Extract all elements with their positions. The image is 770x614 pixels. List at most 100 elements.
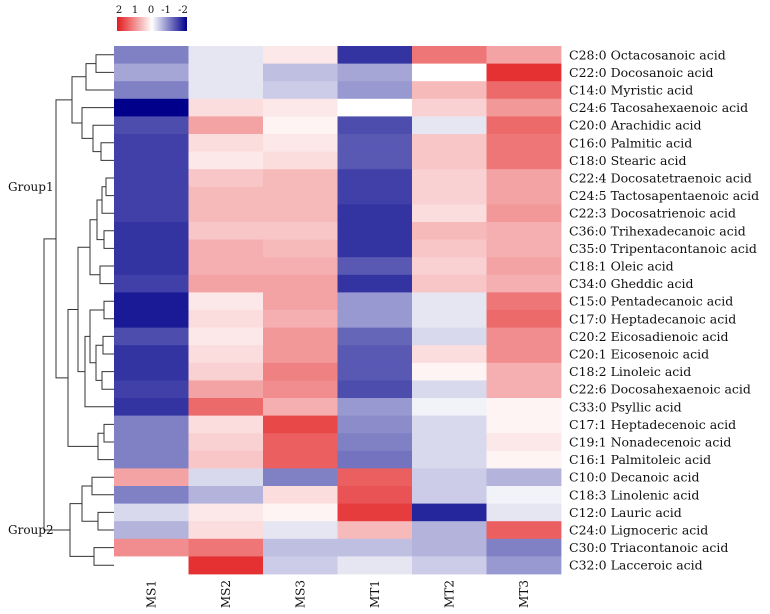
dendrogram-branch [93, 547, 114, 566]
heatmap-cell [412, 486, 487, 504]
row-label: C24:0 Lignoceric acid [569, 523, 708, 538]
heatmap-cell [263, 538, 338, 557]
heatmap-cell [188, 116, 264, 135]
heatmap-cell [412, 46, 487, 64]
heatmap-cell [263, 415, 338, 434]
heatmap-cell [337, 327, 413, 346]
column-label: MS3 [293, 580, 307, 608]
column-label: MS2 [219, 580, 233, 608]
heatmap-cell [263, 204, 338, 223]
heatmap-cell [412, 310, 487, 328]
heatmap-cell [412, 380, 487, 399]
heatmap-cell [337, 134, 413, 152]
column-label: MT2 [442, 580, 456, 608]
row-label: C18:0 Stearic acid [569, 153, 686, 168]
heatmap-cell [486, 468, 562, 487]
heatmap-cell [114, 327, 189, 346]
heatmap-cell [412, 468, 487, 487]
heatmap-cell [486, 503, 562, 522]
heatmap-cell [337, 204, 413, 223]
heatmap-cell [337, 362, 413, 381]
heatmap-cell [337, 310, 413, 328]
heatmap-cell [337, 239, 413, 258]
dendrogram-branch [81, 107, 114, 139]
row-label: C19:1 Nonadecenoic acid [569, 435, 731, 450]
heatmap-cell [114, 46, 189, 64]
row-label: C17:1 Heptadecenoic acid [569, 417, 736, 432]
heatmap-cell [188, 257, 264, 276]
heatmap-cell [114, 503, 189, 522]
heatmap-cell [486, 327, 562, 346]
dendrogram-branch [81, 485, 98, 522]
heatmap-cell [263, 63, 338, 82]
heatmap-cell [188, 46, 264, 64]
heatmap-cell [337, 345, 413, 364]
heatmap-cell [486, 81, 562, 100]
heatmap-cell [188, 292, 264, 311]
column-labels: MS1 MS2 MS3 MT1 MT2 MT3 [144, 580, 531, 608]
heatmap-cell [486, 362, 562, 381]
heatmap-cell [188, 468, 264, 487]
row-label: C12:0 Lauric acid [569, 505, 682, 520]
heatmap-cell [412, 503, 487, 522]
heatmap-cell [486, 116, 562, 135]
row-label: C34:0 Gheddic acid [569, 276, 693, 291]
heatmap-cell [486, 556, 562, 575]
row-label: C16:1 Palmitoleic acid [569, 452, 711, 467]
heatmap-cell [114, 169, 189, 188]
heatmap-cell [188, 521, 264, 540]
heatmap-cell [188, 450, 264, 469]
heatmap-cell [188, 239, 264, 258]
heatmap-cell [188, 98, 264, 117]
legend-tick: 1 [132, 5, 138, 16]
heatmap-cell [486, 450, 562, 469]
row-label: C24:5 Tactosapentaenoic acid [569, 188, 759, 203]
heatmap-cell [337, 503, 413, 522]
heatmap-cell [337, 292, 413, 311]
heatmap-cell [337, 556, 413, 575]
heatmap-cell [188, 81, 264, 100]
heatmap-cell [188, 538, 264, 557]
row-labels: C28:0 Octacosanoic acid C22:0 Docosanoic … [569, 47, 759, 572]
heatmap-cell [114, 556, 189, 575]
heatmap-cell [486, 521, 562, 540]
dendrogram-branch [92, 124, 114, 153]
heatmap-cell [188, 186, 264, 205]
heatmap-cell [114, 310, 189, 328]
heatmap-cell [188, 134, 264, 152]
row-label: C15:0 Pentadecanoic acid [569, 294, 733, 309]
heatmap-cell [412, 433, 487, 452]
heatmap-cell [188, 327, 264, 346]
heatmap-cell [337, 81, 413, 100]
heatmap-cell [263, 46, 338, 64]
row-label: C35:0 Tripentacontanoic acid [569, 241, 757, 256]
row-label: C18:2 Linoleic acid [569, 364, 691, 379]
heatmap-cell [263, 98, 338, 117]
row-label: C22:3 Docosatrienoic acid [569, 206, 736, 221]
heatmap-cell [412, 450, 487, 469]
row-label: C14:0 Myristic acid [569, 83, 693, 98]
heatmap-cell [412, 134, 487, 152]
dendrogram-branch [103, 300, 114, 320]
dendrogram-branch [55, 99, 72, 379]
heatmap-cell [337, 468, 413, 487]
heatmap-cell [486, 169, 562, 188]
legend-tick: -1 [161, 5, 171, 16]
heatmap-cell [486, 292, 562, 311]
heatmap-cell [188, 274, 264, 293]
heatmap-cell [114, 186, 189, 205]
dendrogram-branch [103, 423, 114, 443]
heatmap-cell [263, 468, 338, 487]
heatmap-cell [486, 134, 562, 152]
heatmap-cell [188, 380, 264, 399]
heatmap-cell [486, 222, 562, 240]
heatmap-cell [263, 521, 338, 540]
heatmap-cell [114, 222, 189, 240]
heatmap-cell [263, 486, 338, 504]
heatmap-cell [337, 521, 413, 540]
heatmap-cell [486, 310, 562, 328]
dendrogram-branch [43, 238, 70, 531]
heatmap-cell [188, 362, 264, 381]
heatmap-cell [188, 556, 264, 575]
heatmap-cell [263, 292, 338, 311]
